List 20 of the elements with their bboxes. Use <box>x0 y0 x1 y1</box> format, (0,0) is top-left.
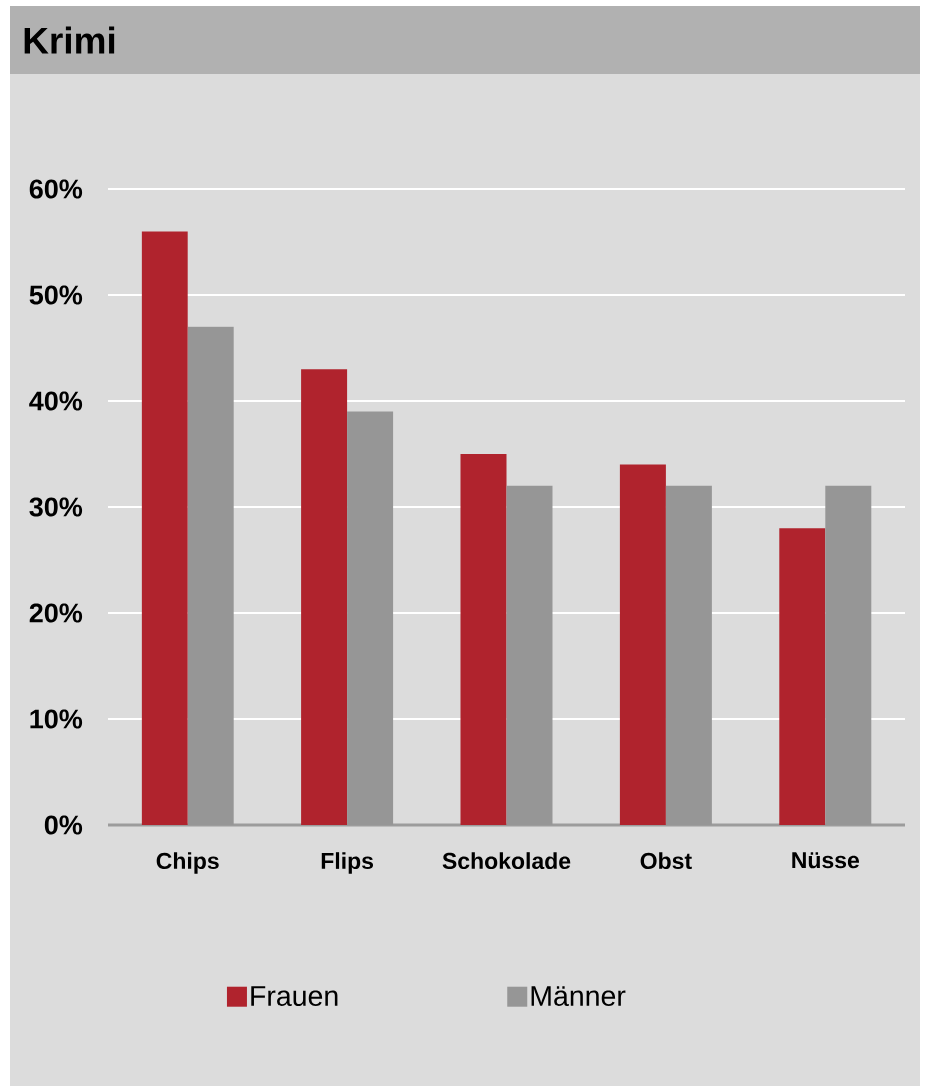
bar <box>460 453 507 825</box>
legend-label: Männer <box>531 986 626 1007</box>
y-tick-label: 20% <box>29 603 83 623</box>
y-tick-label: 40% <box>29 391 83 411</box>
bar <box>619 464 666 825</box>
bar <box>141 231 188 825</box>
x-tick-label: Schokolade <box>442 852 571 870</box>
y-tick-label: 0% <box>44 815 83 835</box>
y-tick-label: 50% <box>29 285 83 305</box>
x-tick-label: Obst <box>640 852 692 870</box>
x-tick-label: Nüsse <box>792 852 860 869</box>
bar <box>301 369 348 825</box>
y-tick-label: 10% <box>30 709 83 729</box>
x-tick-label: Chips <box>156 852 219 874</box>
legend-label: Frauen <box>251 986 338 1007</box>
y-tick-label: 60% <box>29 179 83 199</box>
y-tick-label: 30% <box>29 497 83 517</box>
bar <box>779 528 826 825</box>
chart-title: Krimi <box>24 26 115 54</box>
x-tick-label: Flips <box>321 852 374 874</box>
